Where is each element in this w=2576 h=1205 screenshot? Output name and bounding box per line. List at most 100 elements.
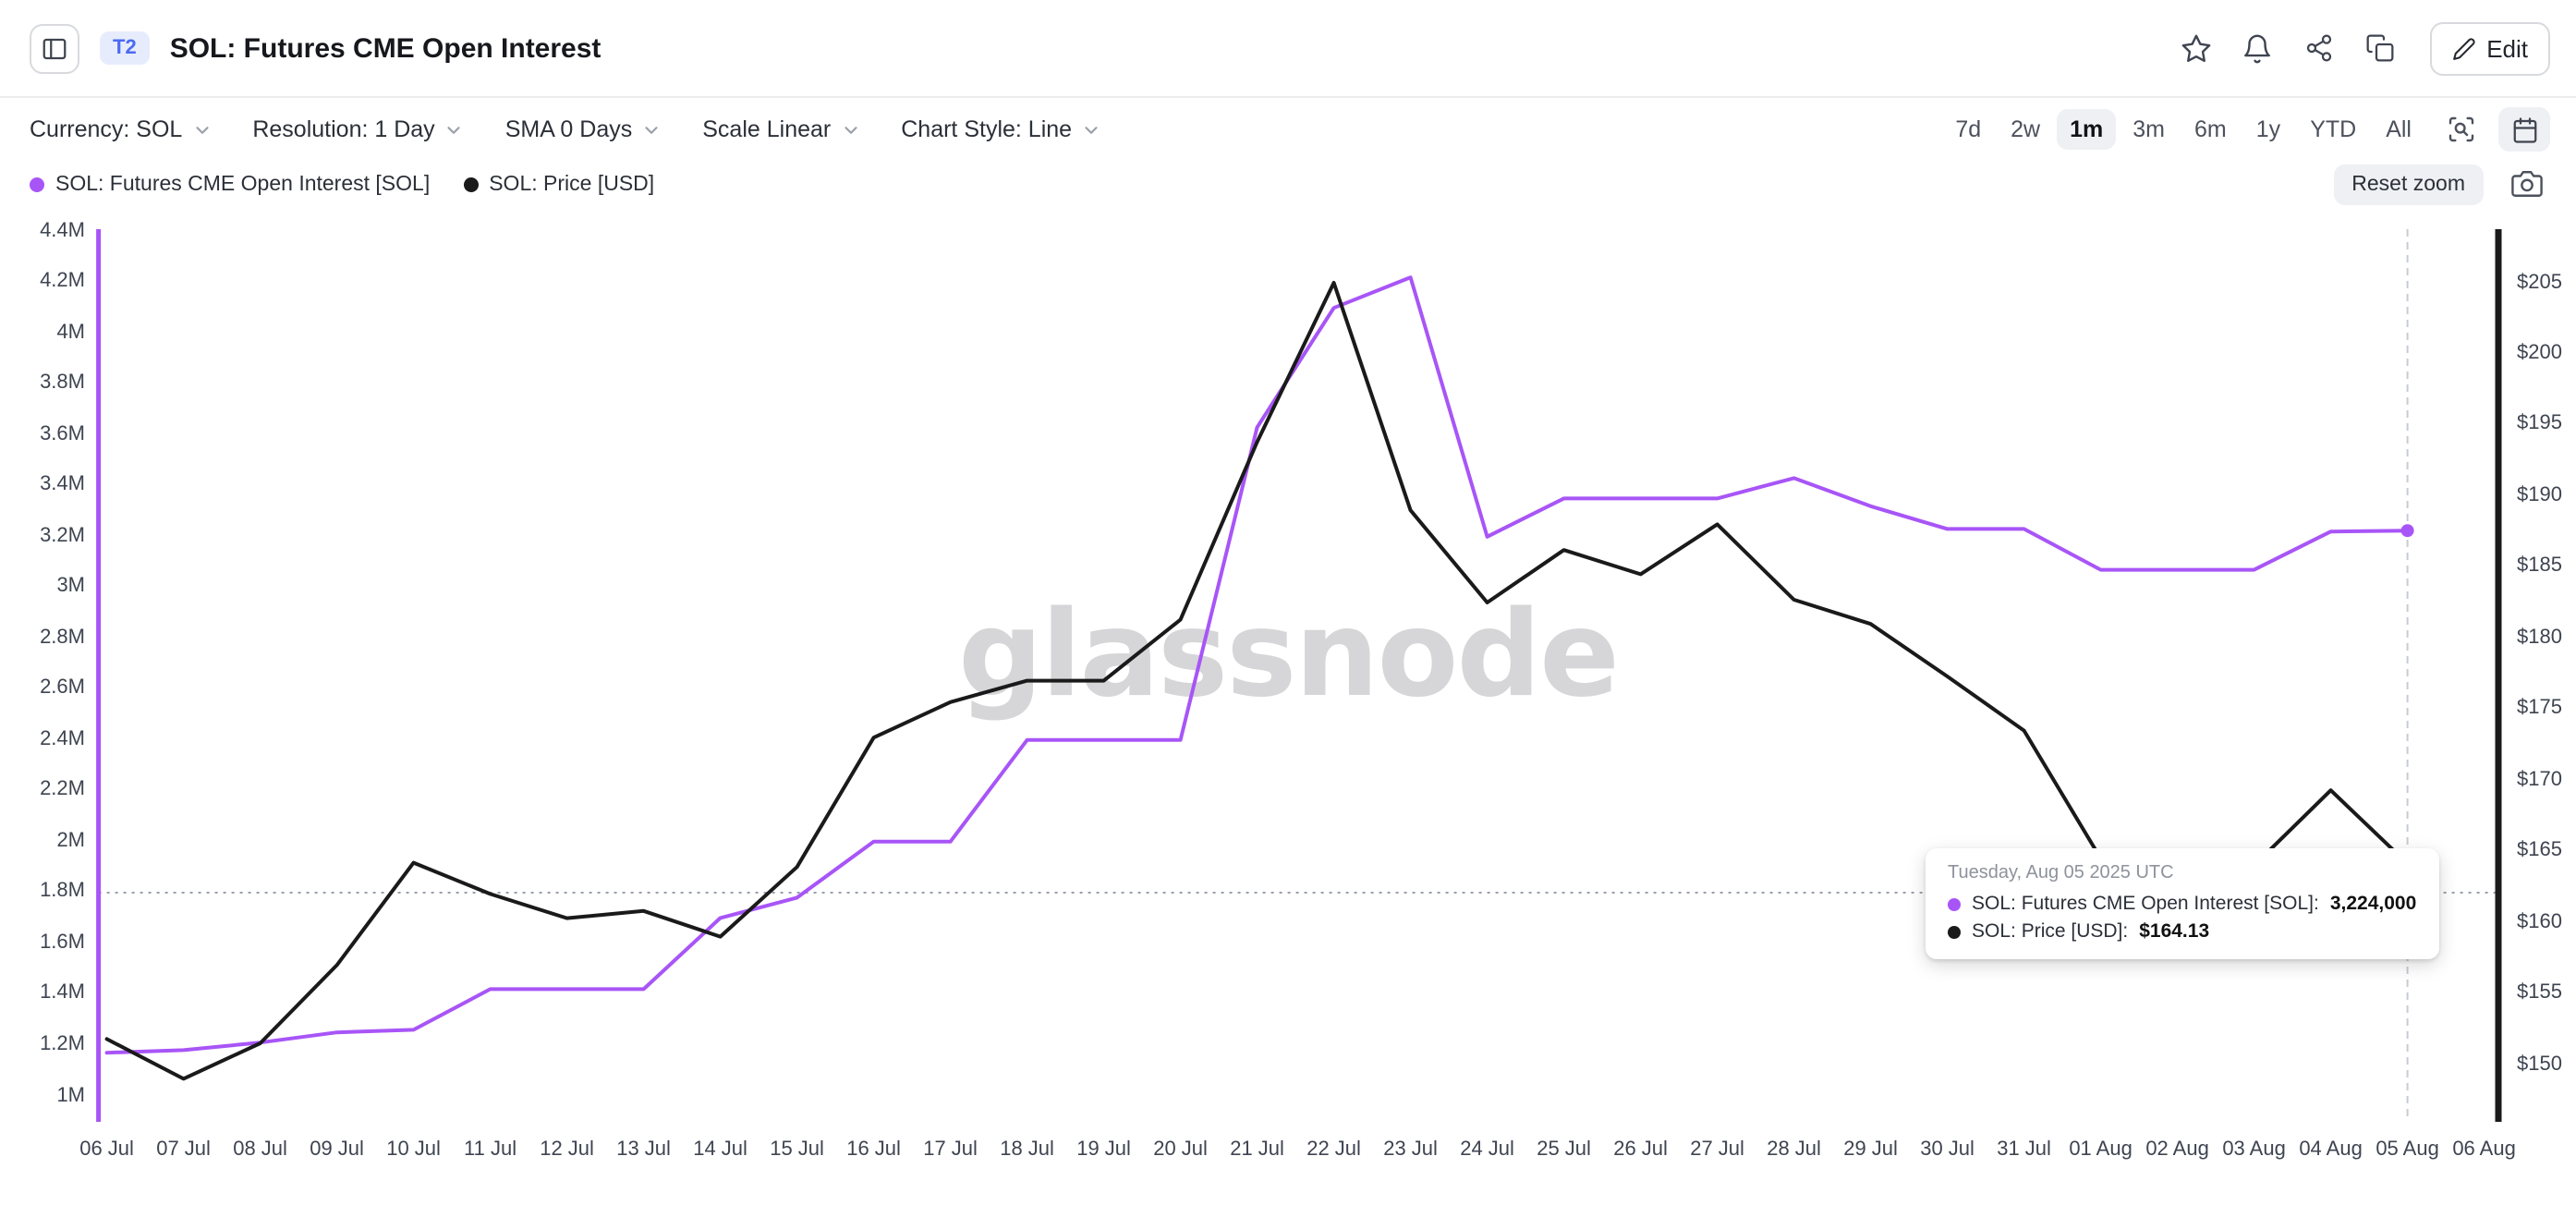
- range-button-1y[interactable]: 1y: [2243, 109, 2293, 150]
- range-button-7d[interactable]: 7d: [1942, 109, 1994, 150]
- x-axis-label: 09 Jul: [310, 1138, 364, 1161]
- x-axis-label: 02 Aug: [2145, 1138, 2209, 1161]
- tooltip-label: SOL: Futures CME Open Interest [SOL]:: [1972, 893, 2319, 915]
- sma-dropdown[interactable]: SMA 0 Days: [505, 116, 662, 142]
- chevron-down-icon: [1085, 126, 1098, 133]
- legend-item-0[interactable]: SOL: Futures CME Open Interest [SOL]: [30, 173, 430, 195]
- glassnode-watermark: glassnode: [958, 588, 1620, 724]
- resolution-dropdown-label: Resolution: 1 Day: [252, 116, 435, 142]
- x-axis-label: 29 Jul: [1843, 1138, 1898, 1161]
- date-range-button[interactable]: [2498, 107, 2550, 152]
- x-axis-label: 20 Jul: [1153, 1138, 1208, 1161]
- calendar-icon: [2512, 116, 2536, 142]
- range-button-6m[interactable]: 6m: [2181, 109, 2240, 150]
- screenshot-button[interactable]: [2502, 162, 2550, 206]
- copy-icon: [2365, 34, 2393, 62]
- x-axis-label: 15 Jul: [770, 1138, 824, 1161]
- chart-area[interactable]: glassnode Tuesday, Aug 05 2025 UTC SOL: …: [0, 207, 2576, 1205]
- range-button-3m[interactable]: 3m: [2120, 109, 2178, 150]
- duplicate-button[interactable]: [2353, 22, 2405, 74]
- y-axis-label-right: $160: [2517, 910, 2562, 933]
- y-axis-label-left: 1.2M: [40, 1032, 85, 1055]
- currency-dropdown-label: Currency: SOL: [30, 116, 183, 142]
- sidebar-toggle-button[interactable]: [30, 23, 79, 73]
- series-line-0: [104, 275, 2410, 1055]
- range-button-all[interactable]: All: [2373, 109, 2424, 150]
- notifications-button[interactable]: [2231, 22, 2283, 74]
- star-icon: [2181, 33, 2211, 61]
- x-axis-label: 12 Jul: [540, 1138, 594, 1161]
- y-axis-label-left: 2.6M: [40, 676, 85, 700]
- x-axis-label: 30 Jul: [1920, 1138, 1975, 1161]
- plot-canvas[interactable]: [0, 207, 2576, 1205]
- x-axis-label: 18 Jul: [1000, 1138, 1054, 1161]
- y-axis-label-right: $185: [2517, 554, 2562, 578]
- chart-tooltip: Tuesday, Aug 05 2025 UTC SOL: Futures CM…: [1926, 848, 2439, 959]
- x-axis-label: 17 Jul: [923, 1138, 978, 1161]
- y-axis-label-left: 3.4M: [40, 473, 85, 496]
- y-axis-label-left: 4.2M: [40, 270, 85, 293]
- edit-button[interactable]: Edit: [2429, 21, 2550, 75]
- legend-row-actions: Reset zoom: [2333, 162, 2550, 206]
- favorite-button[interactable]: [2170, 22, 2222, 74]
- series-line-1: [104, 281, 2410, 1081]
- x-axis-label: 04 Aug: [2299, 1138, 2363, 1161]
- reset-zoom-button[interactable]: Reset zoom: [2333, 164, 2484, 204]
- range-button-ytd[interactable]: YTD: [2297, 109, 2369, 150]
- x-axis-label: 10 Jul: [386, 1138, 441, 1161]
- x-axis-label: 23 Jul: [1383, 1138, 1438, 1161]
- chart-style-dropdown-label: Chart Style: Line: [901, 116, 1073, 142]
- tab-badge[interactable]: T2: [100, 31, 150, 65]
- tooltip-value: 3,224,000: [2329, 893, 2417, 915]
- tooltip-row-open-interest: SOL: Futures CME Open Interest [SOL]: 3,…: [1948, 893, 2416, 915]
- legend-row: SOL: Futures CME Open Interest [SOL] SOL:…: [0, 161, 2576, 207]
- y-axis-label-right: $195: [2517, 412, 2562, 435]
- y-axis-label-left: 3M: [56, 575, 85, 598]
- legend-label: SOL: Futures CME Open Interest [SOL]: [55, 173, 431, 195]
- x-axis-label: 26 Jul: [1613, 1138, 1668, 1161]
- legend-item-1[interactable]: SOL: Price [USD]: [463, 173, 654, 195]
- x-axis-label: 28 Jul: [1767, 1138, 1821, 1161]
- y-axis-label-left: 1.8M: [40, 880, 85, 903]
- x-axis-label: 07 Jul: [156, 1138, 211, 1161]
- header: T2 SOL: Futures CME Open Interest Edit: [0, 0, 2576, 98]
- series-color-dot: [1948, 925, 1961, 938]
- resolution-dropdown[interactable]: Resolution: 1 Day: [252, 116, 464, 142]
- x-axis-label: 03 Aug: [2222, 1138, 2286, 1161]
- camera-icon: [2510, 171, 2542, 197]
- y-axis-label-left: 3.2M: [40, 524, 85, 547]
- legend-color-dot: [30, 176, 44, 191]
- y-axis-label-right: $150: [2517, 1053, 2562, 1075]
- chevron-down-icon: [645, 126, 658, 133]
- pencil-icon: [2452, 37, 2474, 59]
- y-axis-label-left: 1M: [56, 1084, 85, 1106]
- x-axis-label: 05 Aug: [2376, 1138, 2439, 1161]
- range-button-1m[interactable]: 1m: [2057, 109, 2117, 150]
- scale-dropdown-label: Scale Linear: [702, 116, 832, 142]
- y-axis-label-left: 2.2M: [40, 778, 85, 801]
- box-zoom-button[interactable]: [2437, 107, 2485, 152]
- panel-left-icon: [43, 37, 67, 59]
- header-left: T2 SOL: Futures CME Open Interest: [30, 23, 601, 73]
- chart-style-dropdown[interactable]: Chart Style: Line: [901, 116, 1101, 142]
- tooltip-value: $164.13: [2139, 920, 2210, 943]
- legend-color-dot: [463, 176, 479, 191]
- zoom-area-icon: [2448, 116, 2474, 142]
- scale-dropdown[interactable]: Scale Linear: [702, 116, 860, 142]
- range-button-2w[interactable]: 2w: [1998, 109, 2053, 150]
- chevron-down-icon: [195, 126, 208, 133]
- y-axis-label-right: $205: [2517, 271, 2562, 293]
- x-axis-label: 22 Jul: [1306, 1138, 1361, 1161]
- y-axis-label-left: 3.6M: [40, 422, 85, 445]
- y-axis-label-right: $200: [2517, 341, 2562, 364]
- series-color-dot: [1948, 897, 1961, 910]
- y-axis-label-left: 4.4M: [40, 219, 85, 242]
- y-axis-label-left: 2.8M: [40, 626, 85, 649]
- share-button[interactable]: [2292, 22, 2344, 74]
- y-axis-label-left: 1.6M: [40, 931, 85, 954]
- currency-dropdown[interactable]: Currency: SOL: [30, 116, 212, 142]
- x-axis-label: 21 Jul: [1230, 1138, 1284, 1161]
- y-axis-label-right: $190: [2517, 483, 2562, 506]
- y-axis-label-right: $180: [2517, 626, 2562, 649]
